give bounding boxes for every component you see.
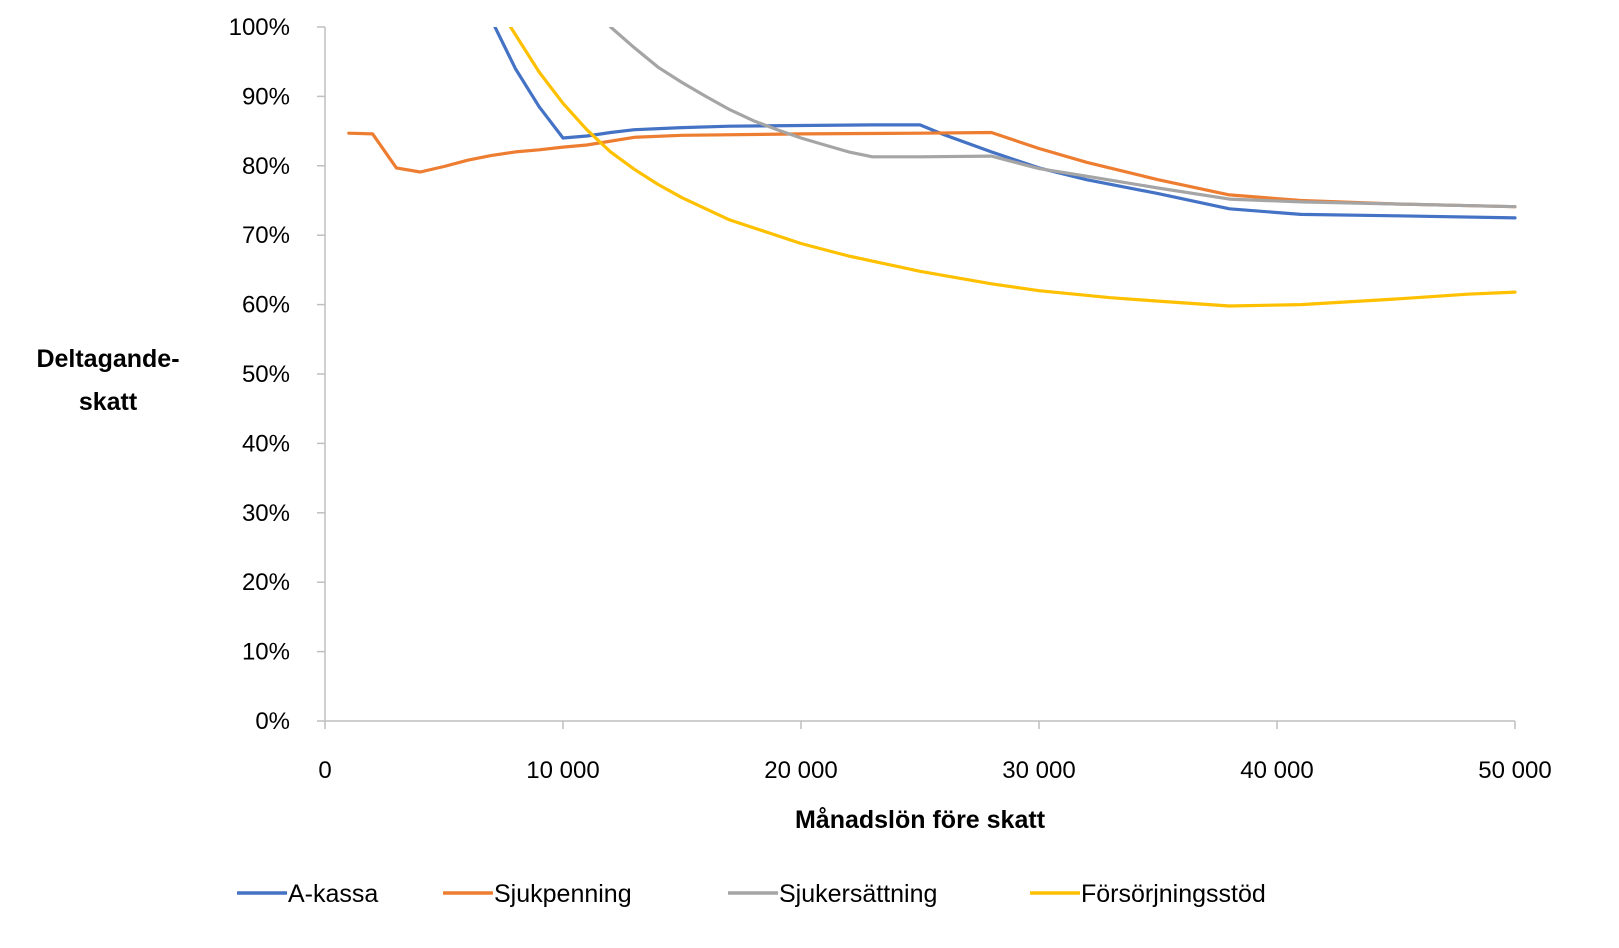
series-line-a-kassa — [493, 27, 1517, 220]
y-tick-label: 20% — [242, 569, 290, 596]
y-tick-label: 80% — [242, 153, 290, 180]
legend-label-sjukpenning: Sjukpenning — [494, 880, 632, 908]
y-tick-label: 70% — [242, 222, 290, 249]
y-tick-label: 100% — [229, 14, 290, 41]
x-tick-label: 20 000 — [764, 757, 837, 784]
series-line-sjukpenning — [347, 130, 1517, 209]
legend-label-a-kassa: A-kassa — [288, 880, 378, 908]
x-tick-label: 40 000 — [1240, 757, 1313, 784]
x-axis-title: Månadslön före skatt — [795, 806, 1046, 834]
legend: A-kassa Sjukpenning Sjukersättning Försörjn… — [237, 880, 1266, 908]
y-tick-label: 40% — [242, 430, 290, 457]
x-tick-label: 50 000 — [1478, 757, 1551, 784]
y-tick-label: 60% — [242, 292, 290, 319]
plot-lines — [347, 27, 1517, 308]
y-axis-ticks: 0% 10% 20% 30% 40% 50% 60% 70% 80% 90% 100% — [229, 14, 325, 735]
x-tick-label: 30 000 — [1002, 757, 1075, 784]
y-axis-title-line1: Deltagande- — [36, 345, 179, 373]
y-tick-label: 10% — [242, 639, 290, 666]
x-tick-label: 0 — [318, 757, 331, 784]
x-tick-label: 10 000 — [526, 757, 599, 784]
legend-label-f-rs-rjningsst-d: Försörjningsstöd — [1081, 880, 1266, 908]
y-tick-label: 90% — [242, 83, 290, 110]
series-line-sjukers-ttning — [608, 27, 1517, 209]
x-axis-ticks: 0 10 000 20 000 30 000 40 000 50 000 — [318, 721, 1552, 784]
y-tick-label: 30% — [242, 500, 290, 527]
y-tick-label: 0% — [255, 708, 290, 735]
series-line-f-rs-rjningsst-d — [509, 27, 1517, 308]
y-axis-title-line2: skatt — [79, 388, 138, 416]
y-tick-label: 50% — [242, 361, 290, 388]
legend-label-sjukers-ttning: Sjukersättning — [779, 880, 937, 908]
